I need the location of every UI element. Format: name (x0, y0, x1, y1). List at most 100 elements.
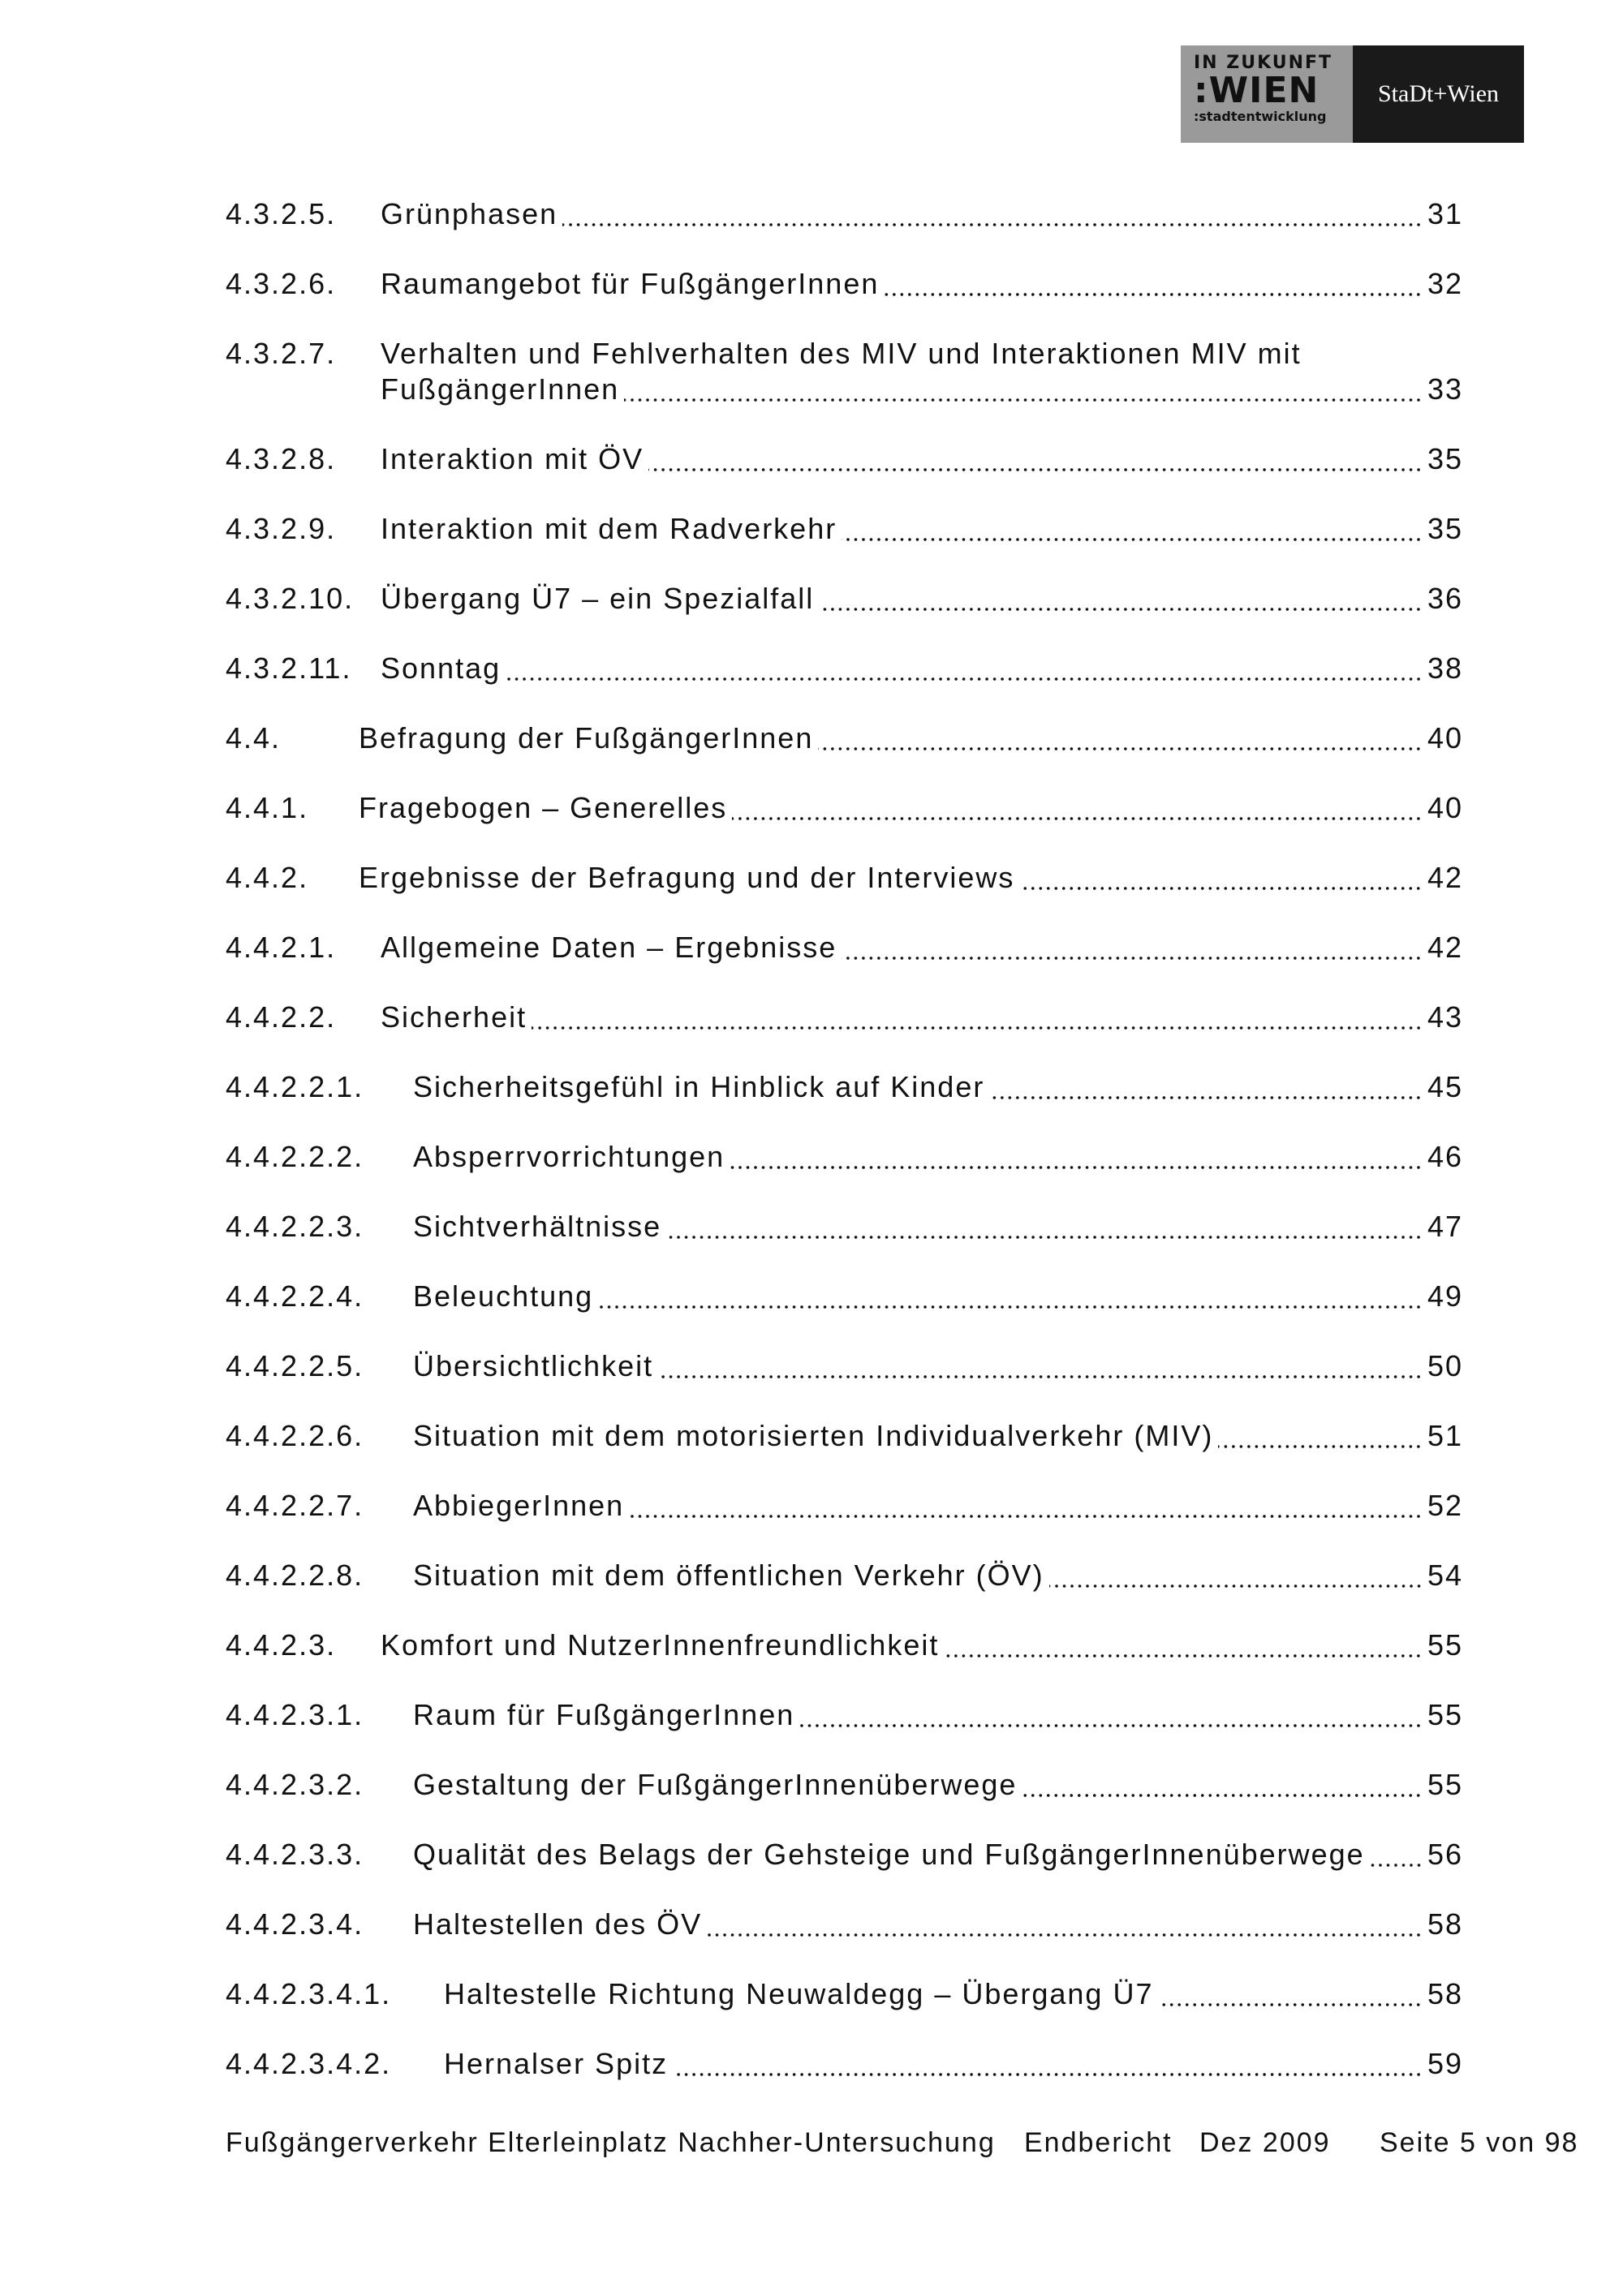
entry-title: Hernalser Spitz (444, 2047, 669, 2080)
logo-text: :stadtentwicklung (1194, 109, 1327, 124)
logo-city: StaDt+Wien (1353, 45, 1524, 143)
entry-number: 4.4.2.1. (226, 931, 337, 964)
entry-number: 4.4.2.3.4.1. (226, 1977, 392, 2010)
entry-page: 31 (1427, 197, 1463, 230)
dot-leader (1048, 1558, 1423, 1593)
toc-entry: 4.4.2.2.8. Situation mit dem öffentlichen… (0, 1558, 1623, 1593)
entry-number: 4.4.2.3. (226, 1628, 337, 1662)
entry-page: 35 (1427, 512, 1463, 545)
entry-number: 4.3.2.9. (226, 512, 337, 545)
footer-page: Seite 5 von 98 (1380, 2127, 1579, 2158)
entry-page: 43 (1427, 1000, 1463, 1034)
dot-leader (648, 441, 1423, 477)
dot-leader (818, 720, 1423, 756)
toc-entry: 4.3.2.10. Übergang Ü7 – ein Spezialfall 36 (0, 581, 1623, 617)
entry-number: 4.4.2.2. (226, 1000, 337, 1034)
entry-line: Haltestellen des ÖV 58 (413, 1907, 1463, 1942)
toc-entry: 4.4.2.3.4.1. Haltestelle Richtung Neuwald… (0, 1976, 1623, 2012)
entry-page: 52 (1427, 1489, 1463, 1522)
entry-title: Übersichtlichkeit (413, 1349, 654, 1382)
dot-leader (1019, 860, 1423, 896)
toc-entry: 4.4.2.3. Komfort und NutzerInnenfreundlic… (0, 1627, 1623, 1663)
dot-leader (1158, 1976, 1423, 2012)
entry-title: Verhalten und Fehlverhalten des MIV und … (381, 337, 1302, 370)
entry-number: 4.3.2.10. (226, 582, 355, 615)
dot-leader (730, 1139, 1423, 1175)
entry-number: 4.4.2.2.6. (226, 1419, 364, 1452)
entry-line: FußgängerInnen 33 (381, 372, 1463, 407)
entry-number: 4.4.2.2.4. (226, 1279, 364, 1313)
entry-line: Sonntag 38 (381, 651, 1463, 686)
footer-title: Fußgängerverkehr Elterleinplatz Nachher-… (226, 2127, 996, 2158)
entry-page: 56 (1427, 1838, 1463, 1871)
entry-page: 58 (1427, 1907, 1463, 1941)
logo-left: IN ZUKUNFT :WIEN :stadtentwicklung (1181, 45, 1353, 143)
dot-leader (673, 2046, 1423, 2082)
entry-page: 59 (1427, 2047, 1463, 2080)
toc-entry: 4.3.2.7. Verhalten und Fehlverhalten des … (0, 336, 1623, 407)
entry-line: Beleuchtung 49 (413, 1279, 1463, 1314)
entry-page: 55 (1427, 1628, 1463, 1662)
entry-title: Übergang Ü7 – ein Spezialfall (381, 582, 815, 615)
entry-line: Raum für FußgängerInnen 55 (413, 1697, 1463, 1733)
entry-title: Fragebogen – Generelles (359, 791, 728, 824)
dot-leader (629, 1488, 1423, 1524)
dot-leader (598, 1279, 1423, 1314)
entry-title: Situation mit dem motorisierten Individu… (413, 1419, 1214, 1452)
entry-line: Verhalten und Fehlverhalten des MIV und … (381, 336, 1463, 372)
dot-leader (506, 651, 1423, 686)
dot-leader (799, 1697, 1423, 1733)
entry-page: 46 (1427, 1140, 1463, 1173)
dot-leader (884, 266, 1423, 302)
logo-text: :WIEN (1194, 70, 1319, 111)
dot-leader (666, 1209, 1423, 1245)
entry-title: Raumangebot für FußgängerInnen (381, 267, 880, 300)
dot-leader (658, 1348, 1423, 1384)
dot-leader (532, 1000, 1423, 1035)
dot-leader (944, 1627, 1423, 1663)
toc-entry: 4.4.2.2.1. Sicherheitsgefühl in Hinblick … (0, 1069, 1623, 1105)
toc-entry: 4.4.2.3.4.2. Hernalser Spitz 59 (0, 2046, 1623, 2082)
entry-line: Übergang Ü7 – ein Spezialfall 36 (381, 581, 1463, 617)
entry-line: Interaktion mit dem Radverkehr 35 (381, 511, 1463, 547)
entry-title: Allgemeine Daten – Ergebnisse (381, 931, 837, 964)
entry-title: Interaktion mit dem Radverkehr (381, 512, 837, 545)
toc-entry: 4.3.2.8. Interaktion mit ÖV 35 (0, 441, 1623, 477)
toc-entry: 4.4.2.1. Allgemeine Daten – Ergebnisse 42 (0, 930, 1623, 965)
entry-page: 42 (1427, 931, 1463, 964)
dot-leader (1369, 1837, 1423, 1872)
entry-page: 40 (1427, 791, 1463, 824)
entry-page: 36 (1427, 582, 1463, 615)
entry-line: Qualität des Belags der Gehsteige und Fu… (413, 1837, 1463, 1872)
entry-page: 50 (1427, 1349, 1463, 1382)
entry-title: Haltestelle Richtung Neuwaldegg – Überga… (444, 1977, 1154, 2010)
toc-entry: 4.4.2.3.1. Raum für FußgängerInnen 55 (0, 1697, 1623, 1733)
entry-line: Fragebogen – Generelles 40 (359, 790, 1463, 826)
entry-page: 55 (1427, 1698, 1463, 1731)
entry-title: Interaktion mit ÖV (381, 442, 644, 475)
toc-entry: 4.4.2.2.7. AbbiegerInnen 52 (0, 1488, 1623, 1524)
toc-entry: 4.4.2.2.3. Sichtverhältnisse 47 (0, 1209, 1623, 1245)
entry-title: Sichtverhältnisse (413, 1210, 662, 1243)
entry-page: 40 (1427, 721, 1463, 755)
entry-title: Raum für FußgängerInnen (413, 1698, 795, 1731)
entry-title: Sonntag (381, 651, 502, 685)
entry-number: 4.4.2.2.2. (226, 1140, 364, 1173)
entry-line: Absperrvorrichtungen 46 (413, 1139, 1463, 1175)
entry-page: 45 (1427, 1070, 1463, 1103)
toc-entry: 4.4.2.2.2. Absperrvorrichtungen 46 (0, 1139, 1623, 1175)
entry-title: Beleuchtung (413, 1279, 594, 1313)
dot-leader (1218, 1418, 1423, 1454)
toc-entry: 4.3.2.6. Raumangebot für FußgängerInnen 32 (0, 266, 1623, 302)
entry-number: 4.4.2.3.3. (226, 1838, 364, 1871)
footer-type: Endbericht (1024, 2127, 1173, 2158)
entry-number: 4.4.2.3.4. (226, 1907, 364, 1941)
entry-line: Situation mit dem motorisierten Individu… (413, 1418, 1463, 1454)
entry-title: Gestaltung der FußgängerInnenüberwege (413, 1768, 1018, 1801)
toc-entry: 4.4.2.3.3. Qualität des Belags der Gehste… (0, 1837, 1623, 1872)
entry-page: 35 (1427, 442, 1463, 475)
entry-title: Haltestellen des ÖV (413, 1907, 703, 1941)
toc-entry: 4.4.2.2. Sicherheit 43 (0, 1000, 1623, 1035)
dot-leader (989, 1069, 1423, 1105)
